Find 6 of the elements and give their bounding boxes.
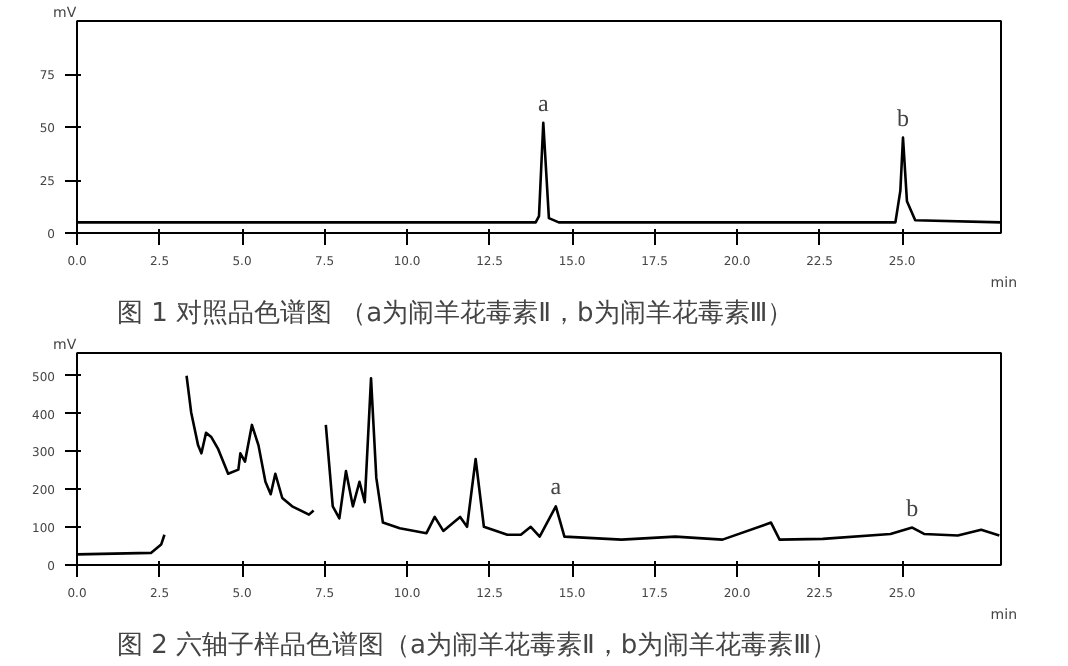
annotation: a — [550, 472, 563, 501]
annotation: b — [906, 493, 919, 522]
text: 图 2 六轴子样品色谱图（a为闹羊花毒素Ⅱ，b为闹羊花毒素Ⅲ） — [117, 631, 838, 661]
annotation: b — [896, 103, 909, 132]
annotation: a — [537, 88, 550, 117]
text: 图 1 对照品色谱图 （a为闹羊花毒素Ⅱ，b为闹羊花毒素Ⅲ） — [117, 299, 794, 329]
